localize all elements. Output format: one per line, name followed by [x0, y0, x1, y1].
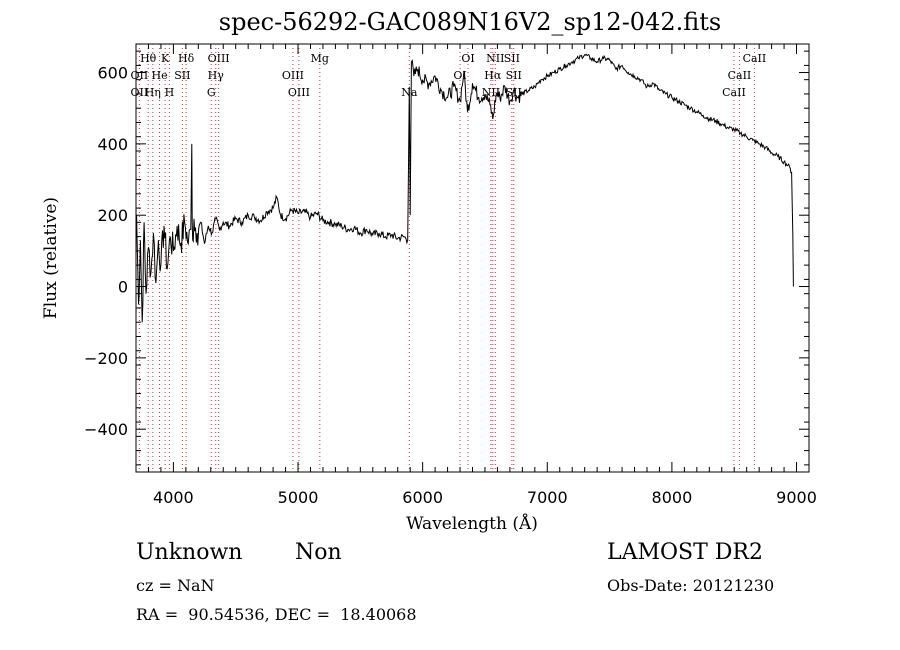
marker-label-7: SII — [504, 52, 520, 65]
subclass-label: Non — [295, 540, 342, 565]
x-tick-label-2: 6000 — [402, 488, 443, 507]
x-tick-label-0: 4000 — [153, 488, 194, 507]
chart-title: spec-56292-GAC089N16V2_sp12-042.fits — [218, 8, 722, 36]
y-axis-label: Flux (relative) — [41, 197, 61, 319]
coordinates-label: RA = 90.54536, DEC = 18.40068 — [136, 605, 417, 624]
spectrum-series-line — [136, 53, 794, 323]
spectral-line-markers — [138, 44, 755, 472]
marker-label-13: OIII — [282, 69, 304, 82]
marker-label-11: SII — [174, 69, 190, 82]
x-axis-label: Wavelength (Å) — [406, 513, 538, 534]
y-tick-label-1: −200 — [84, 349, 128, 368]
marker-label-4: Mg — [311, 52, 329, 65]
plot-frame — [135, 43, 810, 473]
marker-label-2: Hδ — [178, 52, 195, 65]
marker-label-12: Hγ — [208, 69, 225, 82]
marker-label-1: K — [161, 52, 170, 65]
marker-label-8: CaII — [743, 52, 767, 65]
marker-label-17: CaII — [728, 69, 752, 82]
marker-label-24: NII — [482, 86, 500, 99]
marker-label-18: OII — [131, 86, 149, 99]
marker-label-0: Hθ — [140, 52, 157, 65]
marker-label-19: Hη — [145, 86, 161, 99]
marker-label-6: NII — [486, 52, 504, 65]
marker-label-5: OI — [461, 52, 474, 65]
classification-label: Unknown — [136, 540, 243, 565]
marker-label-25: SII — [506, 86, 522, 99]
redshift-label: cz = NaN — [136, 576, 215, 595]
marker-label-16: SII — [506, 69, 522, 82]
y-tick-label-2: 0 — [118, 278, 128, 297]
survey-label: LAMOST DR2 — [607, 540, 763, 565]
marker-label-3: OIII — [208, 52, 230, 65]
marker-label-22: OIII — [288, 86, 310, 99]
x-axis-ticks: 4000 5000 6000 7000 8000 9000 — [135, 44, 817, 507]
y-tick-label-0: −400 — [84, 420, 128, 439]
y-tick-label-5: 600 — [97, 64, 128, 83]
x-tick-label-3: 7000 — [527, 488, 568, 507]
x-tick-label-5: 9000 — [776, 488, 817, 507]
y-tick-label-3: 200 — [97, 206, 128, 225]
marker-label-21: G — [207, 86, 216, 99]
marker-label-15: Hα — [484, 69, 502, 82]
obs-date-label: Obs-Date: 20121230 — [607, 576, 775, 595]
x-tick-label-1: 5000 — [278, 488, 319, 507]
x-tick-label-4: 8000 — [652, 488, 693, 507]
y-tick-label-4: 400 — [97, 135, 128, 154]
marker-label-20: H — [165, 86, 175, 99]
y-axis-ticks: −400 −200 0 200 400 600 — [84, 50, 809, 466]
marker-label-10: He — [152, 69, 168, 82]
marker-label-26: CaII — [722, 86, 746, 99]
